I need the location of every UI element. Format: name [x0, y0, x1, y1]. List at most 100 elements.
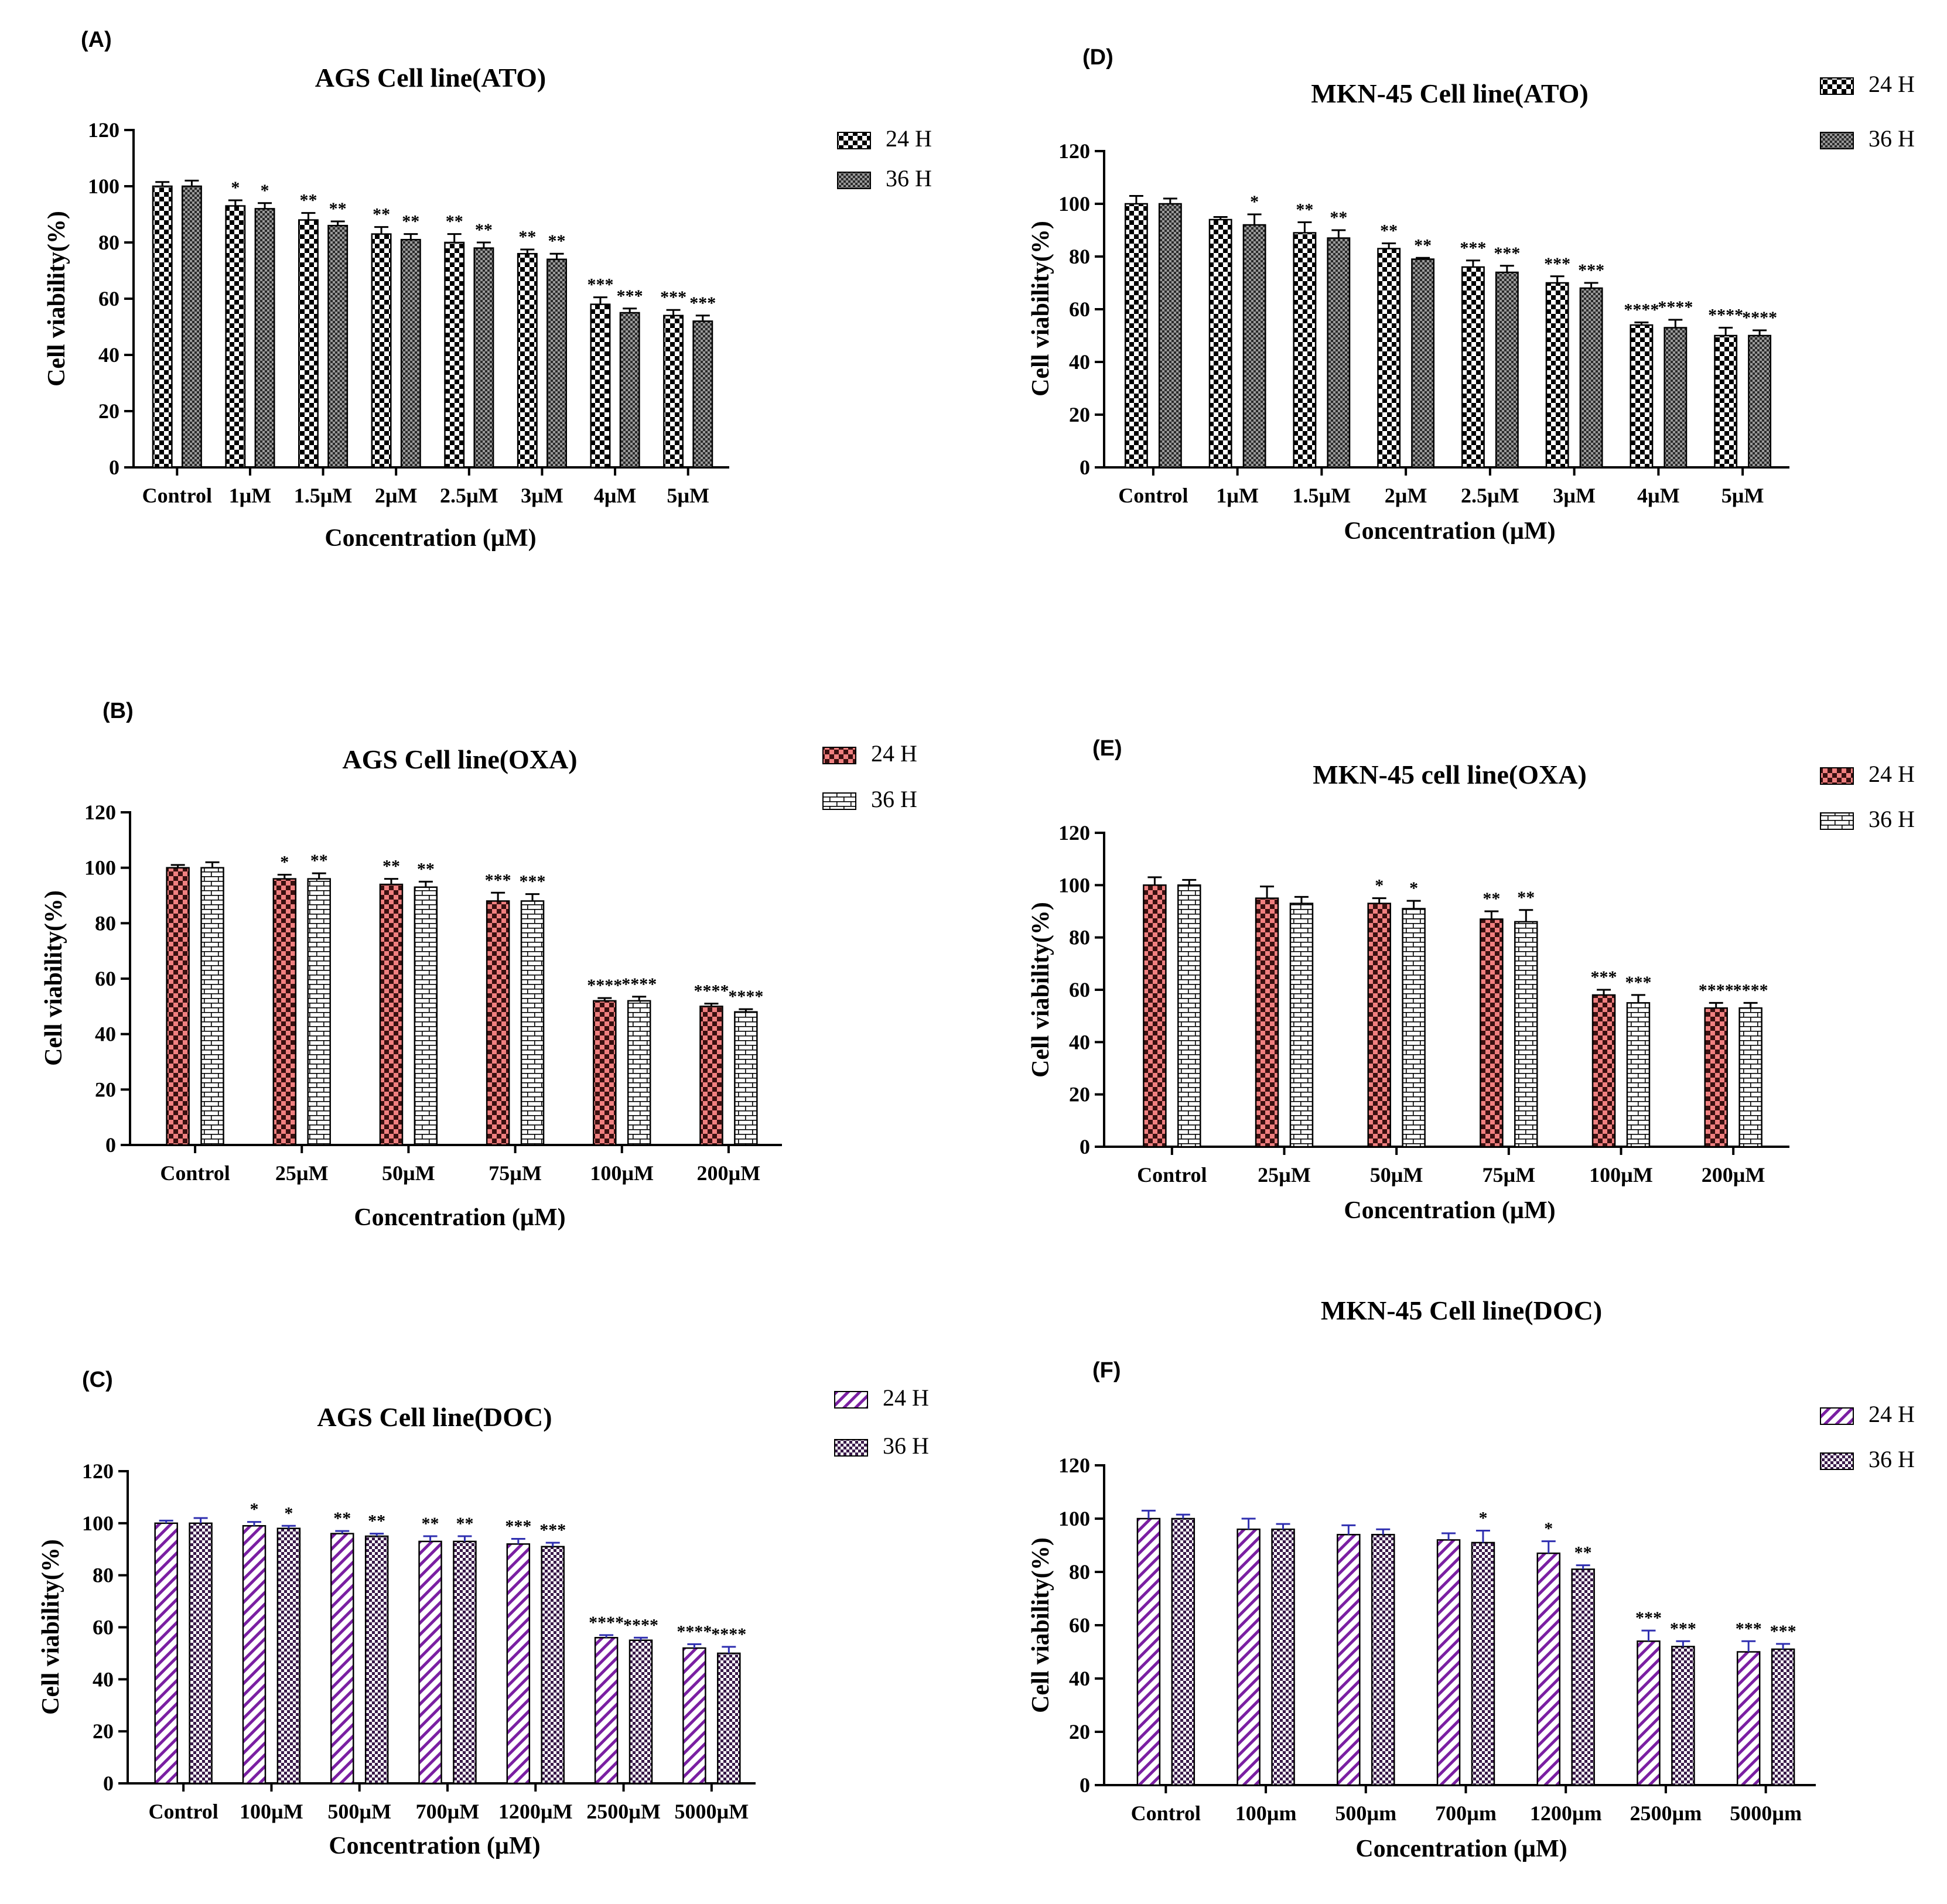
significance-label: *** [539, 1520, 566, 1540]
significance-label: **** [589, 1613, 624, 1632]
significance-label: ** [417, 859, 435, 878]
significance-label: *** [520, 872, 546, 891]
bar-24h [1236, 1528, 1261, 1786]
significance-label: ** [1330, 208, 1347, 227]
bar-24h [1136, 1517, 1161, 1786]
legend-label: 36 H [883, 1433, 929, 1459]
bar-24h [418, 1540, 442, 1785]
y-tick-label: 0 [1080, 1135, 1090, 1158]
legend-swatch [1820, 812, 1854, 830]
x-tick-label: 5000µm [1730, 1802, 1802, 1825]
bar-24h [330, 1533, 354, 1785]
y-tick-label: 80 [95, 911, 116, 935]
bar-36h [1242, 224, 1266, 469]
significance-label: * [284, 1503, 293, 1523]
significance-label: **** [621, 975, 657, 994]
x-tick-label: 2.5µM [1461, 484, 1519, 507]
y-tick-label: 80 [1069, 926, 1090, 949]
bar-36h [1371, 1534, 1395, 1786]
y-tick-label: 120 [1058, 1454, 1090, 1477]
legend-label: 36 H [871, 786, 917, 812]
significance-label: * [231, 178, 240, 197]
bar-24h [444, 241, 465, 469]
legend-swatch [837, 172, 871, 189]
y-tick-label: 80 [1069, 245, 1090, 268]
panel-letter: (C) [82, 1368, 113, 1392]
significance-label: *** [689, 293, 716, 313]
x-tick-label: 5000µM [674, 1800, 749, 1823]
x-axis-label: Concentration (µM) [1355, 1835, 1567, 1862]
legend-label: 24 H [1869, 761, 1915, 787]
bar-24h [1377, 248, 1401, 469]
bar-36h [1177, 884, 1201, 1148]
bar-36h [307, 878, 331, 1146]
significance-label: ** [1380, 221, 1398, 241]
significance-label: **** [1733, 980, 1768, 1000]
legend-swatch [1820, 1407, 1854, 1425]
chart-panel-a: (A) AGS Cell line(ATO) 0 20 40 60 80 100 120 Cell… [43, 28, 932, 552]
bar-36h [1402, 908, 1426, 1148]
legend-label: 24 H [1869, 71, 1915, 97]
significance-label: **** [587, 976, 622, 995]
x-tick-label: 100µM [1589, 1163, 1653, 1187]
bar-36h [627, 1000, 651, 1146]
bar-36h [276, 1527, 301, 1785]
bar-24h [1637, 1640, 1661, 1786]
x-tick-label: 5µM [1721, 484, 1764, 507]
bar-36h [1664, 327, 1688, 469]
bar-36h [400, 238, 421, 469]
y-tick-label: 0 [1080, 1773, 1090, 1797]
legend-swatch [1820, 132, 1854, 149]
bar-24h [1736, 1651, 1761, 1786]
y-tick-label: 20 [1069, 1083, 1090, 1106]
bar-24h [1436, 1539, 1461, 1786]
bar-24h [1480, 918, 1504, 1148]
significance-label: * [1544, 1519, 1553, 1539]
x-tick-label: 100µM [590, 1161, 654, 1185]
legend-label: 36 H [886, 165, 932, 192]
chart-title: AGS Cell line(OXA) [342, 744, 577, 774]
significance-label: **** [711, 1625, 746, 1644]
bar-36h [1748, 334, 1772, 469]
y-tick-label: 20 [95, 1078, 116, 1101]
x-axis-label: Concentration (µM) [1344, 1197, 1555, 1224]
bar-24h [272, 878, 297, 1146]
significance-label: **** [1708, 306, 1743, 325]
bar-24h [593, 1000, 617, 1146]
bar-36h [1171, 1517, 1195, 1786]
y-tick-label: 60 [1069, 1614, 1090, 1637]
bar-24h [594, 1637, 619, 1785]
x-tick-label: 50µM [1370, 1163, 1423, 1187]
y-axis-label: Cell viability(%) [1027, 1537, 1054, 1713]
bar-24h [1143, 884, 1167, 1148]
x-tick-label: 2µM [375, 484, 418, 507]
bar-24h [225, 205, 246, 469]
bar-36h [364, 1535, 389, 1785]
x-tick-label: 500µm [1335, 1802, 1396, 1825]
bar-36h [1626, 1002, 1651, 1148]
significance-label: * [250, 1500, 258, 1519]
significance-label: ** [368, 1512, 385, 1531]
significance-label: *** [485, 870, 511, 890]
legend-label: 36 H [1869, 806, 1915, 832]
y-tick-label: 100 [82, 1512, 114, 1535]
significance-label: *** [505, 1516, 531, 1536]
bar-24h [1545, 282, 1569, 469]
x-tick-label: 200µM [1702, 1163, 1765, 1187]
bar-24h [152, 185, 173, 469]
x-tick-label: Control [1137, 1163, 1207, 1187]
x-tick-label: 100µM [240, 1800, 303, 1823]
significance-label: ** [1414, 235, 1432, 255]
legend-label: 36 H [1869, 1446, 1915, 1472]
significance-label: ** [1296, 200, 1313, 220]
bar-24h [1337, 1534, 1361, 1786]
x-tick-label: 2500µm [1630, 1802, 1702, 1825]
bar-36h [692, 320, 713, 469]
legend-swatch [834, 1391, 868, 1409]
y-tick-label: 60 [1069, 298, 1090, 321]
bar-36h [717, 1652, 741, 1785]
x-tick-label: Control [1131, 1802, 1201, 1825]
chart-panel-b: (B) AGS Cell line(OXA) 0 20 40 60 80 100 120 Cell… [40, 699, 917, 1231]
significance-label: ** [299, 191, 317, 210]
